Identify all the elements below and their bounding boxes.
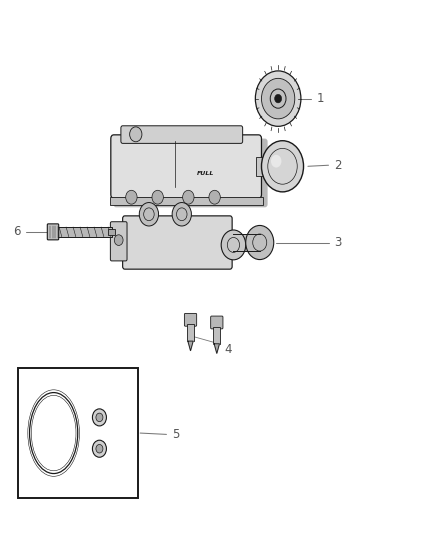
- Text: FULL: FULL: [197, 171, 215, 176]
- Text: 4: 4: [224, 343, 232, 356]
- Circle shape: [271, 155, 282, 167]
- Text: 1: 1: [316, 92, 324, 105]
- Bar: [213, 327, 220, 344]
- Circle shape: [246, 225, 274, 260]
- FancyBboxPatch shape: [110, 222, 127, 261]
- Circle shape: [152, 190, 163, 204]
- Bar: [256, 157, 264, 176]
- Polygon shape: [188, 341, 193, 351]
- Circle shape: [275, 94, 282, 103]
- Bar: [110, 197, 263, 205]
- Circle shape: [96, 445, 103, 453]
- Circle shape: [130, 127, 142, 142]
- Circle shape: [92, 440, 106, 457]
- Circle shape: [255, 71, 301, 126]
- Circle shape: [209, 190, 220, 204]
- Circle shape: [221, 230, 246, 260]
- Text: 3: 3: [334, 236, 341, 249]
- Bar: [187, 324, 194, 341]
- Circle shape: [261, 78, 295, 119]
- Circle shape: [126, 190, 137, 204]
- FancyBboxPatch shape: [47, 224, 59, 240]
- Circle shape: [261, 141, 304, 192]
- Bar: [56, 227, 112, 237]
- Circle shape: [172, 203, 191, 226]
- FancyBboxPatch shape: [123, 216, 232, 269]
- Text: 2: 2: [334, 159, 341, 172]
- FancyBboxPatch shape: [211, 316, 223, 329]
- Text: 5: 5: [172, 428, 179, 441]
- Bar: [233, 234, 260, 251]
- Polygon shape: [214, 344, 219, 353]
- FancyBboxPatch shape: [111, 135, 261, 198]
- Bar: [18, 368, 138, 498]
- Circle shape: [139, 203, 159, 226]
- FancyBboxPatch shape: [113, 139, 268, 207]
- Circle shape: [96, 413, 103, 422]
- FancyBboxPatch shape: [184, 313, 197, 326]
- Circle shape: [114, 235, 123, 245]
- Bar: [108, 229, 115, 235]
- Text: 6: 6: [14, 225, 21, 238]
- FancyBboxPatch shape: [121, 126, 243, 143]
- Circle shape: [183, 190, 194, 204]
- Circle shape: [92, 409, 106, 426]
